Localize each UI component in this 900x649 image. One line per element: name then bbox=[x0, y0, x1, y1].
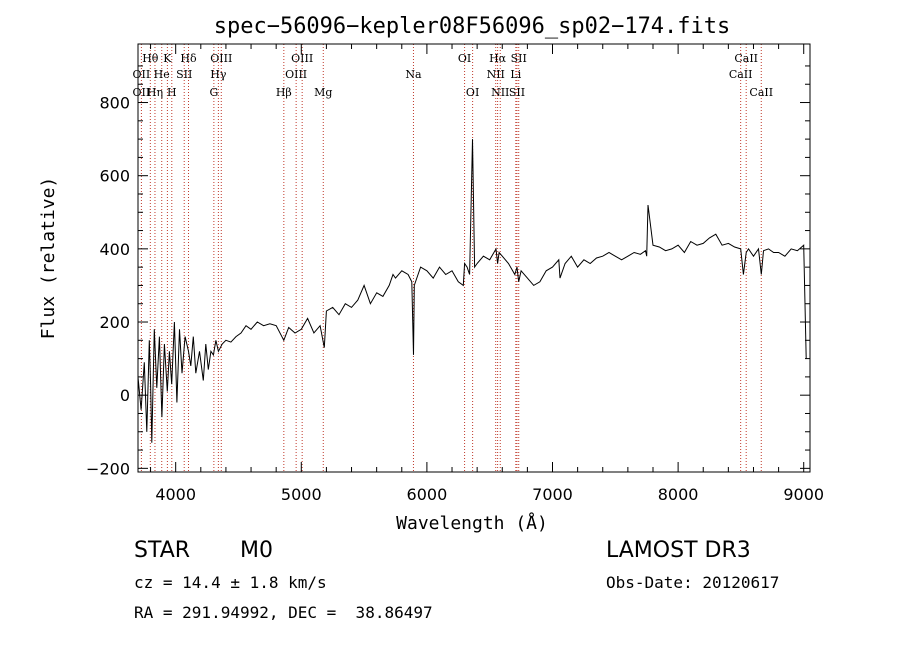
line-label-19: Hα bbox=[489, 52, 507, 65]
line-label-22: Li bbox=[510, 68, 521, 81]
line-label-9: OIII bbox=[210, 52, 232, 65]
line-label-15: Mg bbox=[314, 86, 332, 99]
survey-name: LAMOST DR3 bbox=[606, 538, 751, 563]
line-label-16: Na bbox=[405, 68, 422, 81]
line-label-25: CaII bbox=[734, 52, 758, 65]
y-tick-label-0: −200 bbox=[86, 459, 130, 478]
line-label-5: K bbox=[163, 52, 172, 65]
x-tick-label-3: 7000 bbox=[532, 485, 573, 504]
x-axis-label: Wavelength (Å) bbox=[396, 512, 548, 534]
line-label-1: OII bbox=[133, 68, 151, 81]
plot-frame bbox=[137, 43, 811, 473]
line-label-11: G bbox=[209, 86, 218, 99]
line-label-4: Hη bbox=[147, 86, 163, 99]
chart-title: spec−56096−kepler08F56096_sp02−174.fits bbox=[214, 14, 731, 39]
emission-line-markers bbox=[140, 44, 762, 472]
line-label-17: OI bbox=[458, 52, 471, 65]
x-tick-label-5: 9000 bbox=[783, 485, 824, 504]
line-label-7: H bbox=[167, 86, 177, 99]
object-type: STAR bbox=[134, 538, 191, 563]
x-tick-label-2: 6000 bbox=[407, 485, 448, 504]
line-label-21: NII bbox=[487, 68, 505, 81]
coordinates: RA = 291.94992, DEC = 38.86497 bbox=[134, 603, 433, 622]
x-tick-label-1: 5000 bbox=[281, 485, 322, 504]
spectrum-series-line bbox=[137, 139, 807, 443]
line-label-14: Hβ bbox=[276, 86, 292, 99]
x-axis: 4000 5000 6000 7000 8000 9000 bbox=[150, 44, 824, 504]
y-tick-label-4: 600 bbox=[99, 167, 130, 186]
y-axis: −200 0 200 400 600 800 bbox=[86, 65, 810, 478]
line-label-12: OIII bbox=[291, 52, 313, 65]
line-label-13: OIII bbox=[285, 68, 307, 81]
redshift-cz: cz = 14.4 ± 1.8 km/s bbox=[134, 573, 327, 592]
observation-date: Obs-Date: 20120617 bbox=[606, 573, 780, 592]
y-axis-label: Flux (relative) bbox=[38, 177, 59, 340]
spectral-subclass: M0 bbox=[240, 538, 273, 563]
line-label-8: Hδ bbox=[180, 52, 197, 65]
line-label-6: SII bbox=[176, 68, 192, 81]
line-label-3: He bbox=[154, 68, 170, 81]
x-tick-label-4: 8000 bbox=[658, 485, 699, 504]
x-tick-label-0: 4000 bbox=[155, 485, 196, 504]
y-tick-label-1: 0 bbox=[120, 386, 130, 405]
y-tick-label-5: 800 bbox=[99, 94, 130, 113]
line-label-24: SII bbox=[509, 86, 525, 99]
line-label-0: Hθ bbox=[142, 52, 159, 65]
line-label-26: CaII bbox=[729, 68, 753, 81]
y-tick-label-2: 200 bbox=[99, 313, 130, 332]
line-label-18: OI bbox=[466, 86, 479, 99]
line-label-23: NII bbox=[491, 86, 509, 99]
line-label-2: OII bbox=[133, 86, 151, 99]
line-label-27: CaII bbox=[749, 86, 773, 99]
line-label-10: Hγ bbox=[210, 68, 227, 81]
y-tick-label-3: 400 bbox=[99, 240, 130, 259]
line-label-20: SII bbox=[511, 52, 527, 65]
